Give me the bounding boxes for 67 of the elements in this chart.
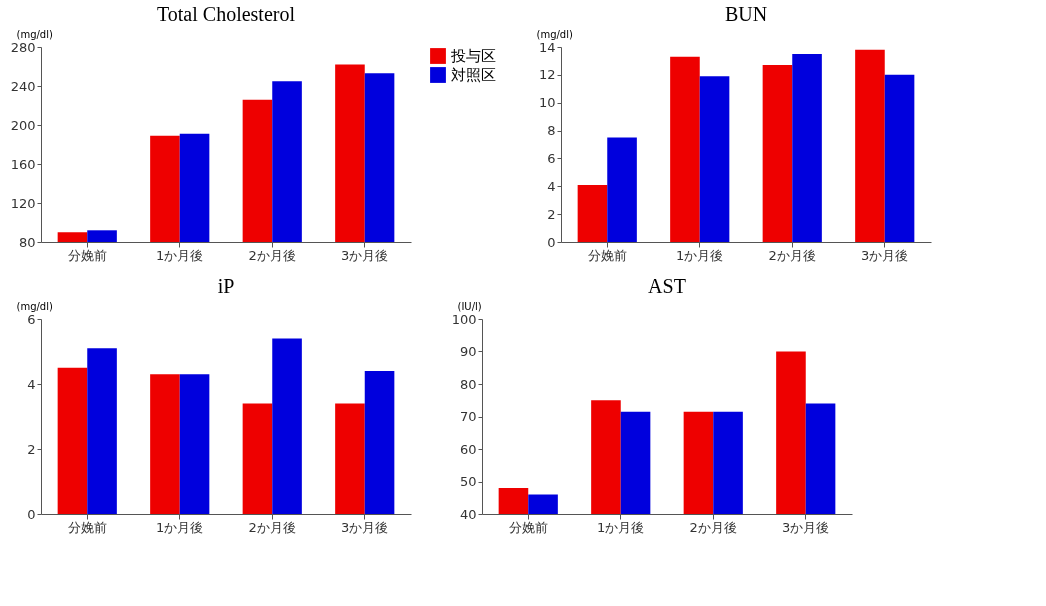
bar xyxy=(855,49,885,242)
bar xyxy=(242,403,273,514)
legend-label: 対照区 xyxy=(451,66,496,84)
bar xyxy=(670,56,700,242)
y-axis-title: (mg/dl) xyxy=(16,300,53,312)
y-axis-title: (mg/dl) xyxy=(536,28,573,40)
y-tick-label: 120 xyxy=(10,195,36,211)
y-tick-label: 6 xyxy=(27,311,36,327)
x-tick-label: 分娩前 xyxy=(508,519,548,535)
y-tick-label: 8 xyxy=(547,123,556,139)
y-tick-label: 160 xyxy=(10,156,36,172)
y-tick-label: 200 xyxy=(10,117,36,133)
bar xyxy=(607,137,637,242)
bar xyxy=(272,338,302,514)
y-tick-label: 10 xyxy=(538,95,556,111)
y-tick-label: 80 xyxy=(459,376,477,392)
x-tick-label: 3か月後 xyxy=(341,247,389,263)
x-tick-label: 2か月後 xyxy=(689,519,737,535)
x-tick-label: 1か月後 xyxy=(156,247,204,263)
bar xyxy=(792,53,822,242)
bar xyxy=(364,371,395,514)
y-tick-label: 2 xyxy=(27,441,36,457)
y-tick-label: 50 xyxy=(459,474,477,489)
y-tick-label: 0 xyxy=(27,506,36,522)
y-tick-label: 90 xyxy=(459,344,477,359)
y-axis-title: (IU/l) xyxy=(457,300,482,312)
bar xyxy=(335,403,365,514)
y-tick-label: 80 xyxy=(18,234,36,250)
x-tick-label: 分娩前 xyxy=(67,519,107,535)
chart-title: BUN xyxy=(724,3,768,25)
x-tick-label: 1か月後 xyxy=(676,247,724,263)
chart-title: Total Cholesterol xyxy=(156,3,296,25)
y-tick-label: 280 xyxy=(10,39,36,55)
bar xyxy=(577,184,608,242)
y-tick-label: 4 xyxy=(27,376,36,392)
y-tick-label: 2 xyxy=(547,206,556,222)
y-tick-label: 0 xyxy=(547,234,556,250)
y-axis-title: (mg/dl) xyxy=(16,28,53,40)
x-tick-label: 3か月後 xyxy=(782,519,830,535)
bar xyxy=(179,374,210,514)
x-tick-label: 1か月後 xyxy=(597,519,645,535)
x-tick-label: 分娩前 xyxy=(587,247,627,263)
x-tick-label: 2か月後 xyxy=(248,519,296,535)
y-tick-label: 240 xyxy=(10,78,36,94)
y-tick-label: 100 xyxy=(451,311,477,327)
y-tick-label: 14 xyxy=(538,39,556,55)
bar xyxy=(699,76,730,242)
bar xyxy=(57,367,88,514)
chart-title: iP xyxy=(217,275,235,297)
legend-label: 投与区 xyxy=(450,47,496,65)
y-tick-label: 40 xyxy=(459,506,477,522)
y-tick-label: 60 xyxy=(459,441,477,457)
bar xyxy=(884,74,915,242)
x-tick-label: 分娩前 xyxy=(67,247,107,263)
y-tick-label: 70 xyxy=(459,409,477,424)
x-tick-label: 1か月後 xyxy=(156,519,204,535)
y-tick-label: 4 xyxy=(547,178,556,194)
bar xyxy=(762,65,793,242)
x-tick-label: 2か月後 xyxy=(248,247,296,263)
y-tick-label: 12 xyxy=(538,67,556,83)
x-tick-label: 3か月後 xyxy=(341,519,389,535)
chart-title: AST xyxy=(648,275,686,297)
x-tick-label: 2か月後 xyxy=(768,247,816,263)
y-tick-label: 6 xyxy=(547,150,556,166)
bar xyxy=(87,348,117,514)
bar xyxy=(150,374,180,514)
x-tick-label: 3か月後 xyxy=(861,247,909,263)
